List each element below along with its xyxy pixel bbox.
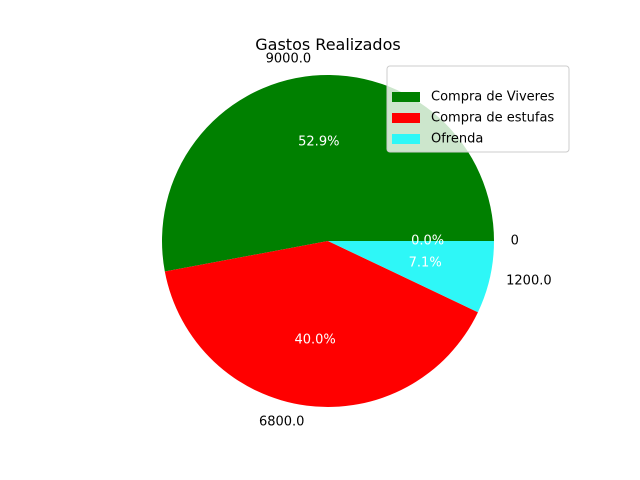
slice-value-label: 0 <box>511 234 519 249</box>
pie-slice-ofrenda <box>328 241 494 313</box>
slice-percent-label: 0.0% <box>411 234 444 249</box>
legend-swatch <box>392 113 420 123</box>
chart-title: Gastos Realizados <box>255 35 400 54</box>
legend-swatch <box>392 92 420 102</box>
legend-label: Compra de Viveres <box>431 90 555 105</box>
pie-slice-compra-de-estufas <box>164 241 478 407</box>
legend-items: Compra de Viveres Compra de estufas Ofrend… <box>392 90 555 147</box>
legend: Compra de Viveres Compra de estufas Ofrend… <box>386 65 570 153</box>
slice-value-label: 1200.0 <box>506 274 552 289</box>
legend-frame <box>386 65 570 153</box>
slice-percent-label: 52.9% <box>298 134 339 149</box>
slice-percent-label: 40.0% <box>294 332 335 347</box>
legend-label: Ofrenda <box>431 132 483 147</box>
legend-label: Compra de estufas <box>431 111 554 126</box>
pie-labels: 9000.0 52.9% 6800.0 40.0% 1200.0 7.1% 0 0.0% <box>259 52 552 430</box>
slice-percent-label: 7.1% <box>409 255 442 270</box>
slice-value-label: 9000.0 <box>266 52 312 67</box>
slice-value-label: 6800.0 <box>259 415 305 430</box>
legend-swatch <box>392 134 420 144</box>
